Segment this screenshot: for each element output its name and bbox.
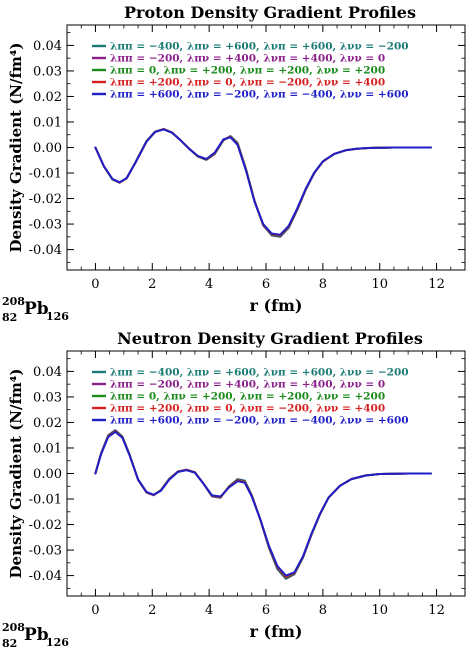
atomic-number: 82 xyxy=(2,637,17,650)
series-line-5 xyxy=(94,430,432,577)
y-tick-label: 0.02 xyxy=(33,90,62,105)
legend-label: λππ = 0, λπν = +200, λνπ = +200, λνν = +… xyxy=(110,391,385,403)
neutron-chart: Neutron Density Gradient Profiles 0 2 4 6 8 10… xyxy=(2,329,466,650)
proton-chart: Proton Density Gradient Profiles 0 2 4 6 8 10 1… xyxy=(2,3,466,324)
x-tick-label: 0 xyxy=(91,603,99,618)
y-tick-label: -0.04 xyxy=(29,569,62,584)
y-tick-label: 0.01 xyxy=(33,441,62,456)
y-tick-label: 0.00 xyxy=(33,467,62,482)
x-tick-label: 10 xyxy=(371,603,388,618)
y-axis-label: Density Gradient (N/fm⁴) xyxy=(7,43,25,253)
series-line-2 xyxy=(94,429,432,580)
y-tick-label: -0.02 xyxy=(29,518,62,533)
proton-chart-title: Proton Density Gradient Profiles xyxy=(124,3,416,22)
y-tick-label: -0.03 xyxy=(29,544,62,559)
series-line-5 xyxy=(94,128,432,236)
x-tick-label: 12 xyxy=(428,603,445,618)
x-tick-label: 2 xyxy=(148,603,156,618)
x-tick-label: 0 xyxy=(91,277,99,292)
neutron-number: 126 xyxy=(46,310,69,323)
y-axis-label: Density Gradient (N/fm⁴) xyxy=(7,369,25,579)
neutron-number: 126 xyxy=(46,636,69,649)
y-tick-label: 0.03 xyxy=(33,64,62,79)
y-tick-label: -0.03 xyxy=(29,218,62,233)
x-axis-label: r (fm) xyxy=(250,622,303,641)
legend-label: λππ = 0, λπν = +200, λνπ = +200, λνν = +… xyxy=(110,65,385,77)
legend-label: λππ = −200, λπν = +400, λνπ = +400, λνν … xyxy=(110,379,385,391)
y-tick-label: 0.04 xyxy=(33,365,62,380)
series-line-4 xyxy=(94,430,432,578)
neutron-chart-title: Neutron Density Gradient Profiles xyxy=(117,329,423,348)
x-tick-label: 4 xyxy=(205,277,213,292)
y-tick-label: -0.01 xyxy=(29,493,62,508)
legend-label: λππ = −400, λπν = +600, λνπ = +600, λνν … xyxy=(110,367,409,379)
legend-label: λππ = +600, λπν = −200, λνπ = −400, λνν … xyxy=(110,415,409,427)
y-tick-label: 0.04 xyxy=(33,39,62,54)
y-tick-label: 0.01 xyxy=(33,115,62,130)
x-tick-label: 10 xyxy=(371,277,388,292)
neutron-density-gradient-panel: Neutron Density Gradient Profiles 0 2 4 6 8 10… xyxy=(0,326,474,652)
x-tick-label: 2 xyxy=(148,277,156,292)
atomic-number: 82 xyxy=(2,311,17,324)
proton-density-gradient-panel: Proton Density Gradient Profiles 0 2 4 6 8 10 1… xyxy=(0,0,474,326)
y-tick-label: 0.00 xyxy=(33,141,62,156)
y-tick-label: -0.04 xyxy=(29,243,62,258)
legend-label: λππ = −400, λπν = +600, λνπ = +600, λνν … xyxy=(110,41,409,53)
x-axis-label: r (fm) xyxy=(250,296,303,315)
mass-number: 208 xyxy=(2,295,25,308)
series-line-3 xyxy=(94,430,432,579)
x-tick-label: 6 xyxy=(262,277,270,292)
mass-number: 208 xyxy=(2,621,25,634)
legend-label: λππ = −200, λπν = +400, λνπ = +400, λνν … xyxy=(110,53,385,65)
element-symbol: Pb xyxy=(24,625,49,645)
element-symbol: Pb xyxy=(24,299,49,319)
x-tick-label: 8 xyxy=(319,277,327,292)
y-tick-label: 0.03 xyxy=(33,390,62,405)
y-tick-label: -0.02 xyxy=(29,192,62,207)
x-tick-label: 6 xyxy=(262,603,270,618)
x-tick-label: 12 xyxy=(428,277,445,292)
y-tick-label: 0.02 xyxy=(33,416,62,431)
legend-label: λππ = +200, λπν = 0, λνπ = −200, λνν = +… xyxy=(110,403,385,415)
legend-label: λππ = +200, λπν = 0, λνπ = −200, λνν = +… xyxy=(110,77,385,89)
x-tick-label: 8 xyxy=(319,603,327,618)
y-tick-label: -0.01 xyxy=(29,167,62,182)
series-line-1 xyxy=(94,128,432,238)
legend-label: λππ = +600, λπν = −200, λνπ = −400, λνν … xyxy=(110,89,409,101)
series-line-1 xyxy=(94,429,432,580)
x-tick-label: 4 xyxy=(205,603,213,618)
